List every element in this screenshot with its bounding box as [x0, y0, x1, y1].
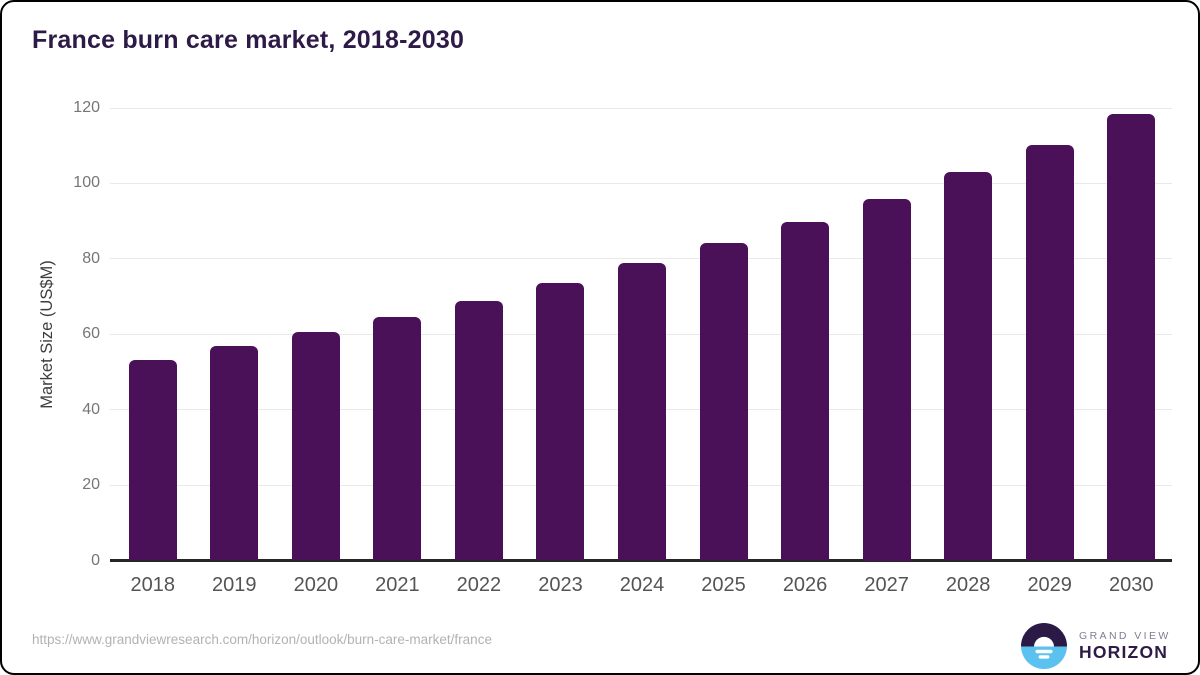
- x-axis-tick-label-2019: 2019: [212, 574, 257, 596]
- x-axis-tick-label-2024: 2024: [619, 574, 665, 596]
- gridline-y-120: [110, 107, 1172, 109]
- x-axis-tick-label-2026: 2026: [782, 574, 828, 596]
- gridline-y-60: [110, 333, 1172, 335]
- bar-2020: [291, 331, 340, 561]
- bar-2022: [454, 300, 503, 561]
- x-axis-tick-label-2018: 2018: [130, 574, 176, 596]
- bar-2026: [781, 221, 830, 561]
- logo-product-name: HORIZON: [1079, 642, 1169, 662]
- y-axis-title: Market Size (US$M): [37, 260, 56, 409]
- bar-2024: [618, 263, 666, 561]
- x-axis-tick-label-2027: 2027: [864, 574, 909, 596]
- y-axis-title-container: Market Size (US$M): [30, 108, 64, 561]
- x-axis-tick-label-2021: 2021: [375, 574, 420, 596]
- bar-2028: [944, 172, 993, 561]
- x-axis-tick-label-2028: 2028: [945, 574, 991, 596]
- source-url: https://www.grandviewresearch.com/horizo…: [32, 632, 492, 647]
- bar-2018: [128, 359, 177, 561]
- horizon-sunset-icon: [1021, 623, 1067, 669]
- grand-view-horizon-logo: GRAND VIEW HORIZON: [1021, 623, 1171, 669]
- gridline-y-40: [110, 409, 1172, 411]
- x-axis-tick-label-2022: 2022: [456, 574, 502, 596]
- x-axis-line: [110, 559, 1172, 562]
- chart-title: France burn care market, 2018-2030: [32, 26, 465, 54]
- logo-brand-name: GRAND VIEW: [1079, 630, 1171, 642]
- x-axis-tick-label-2025: 2025: [701, 574, 746, 596]
- bar-2029: [1025, 144, 1074, 561]
- bar-2019: [210, 346, 259, 561]
- bar-2021: [373, 316, 422, 561]
- bar-2025: [699, 242, 748, 561]
- bar-2030: [1107, 114, 1156, 561]
- bar-2023: [536, 282, 585, 561]
- bar-2027: [862, 198, 911, 561]
- gridline-y-20: [110, 484, 1172, 486]
- gridline-y-80: [110, 258, 1172, 260]
- x-axis-tick-label-2029: 2029: [1027, 574, 1072, 596]
- x-axis-tick-label-2023: 2023: [538, 574, 583, 596]
- x-axis-tick-label-2020: 2020: [293, 574, 339, 596]
- x-axis-tick-label-2030: 2030: [1108, 574, 1154, 596]
- gridline-y-100: [110, 182, 1172, 184]
- logo-wordmark: GRAND VIEW HORIZON: [1079, 630, 1171, 662]
